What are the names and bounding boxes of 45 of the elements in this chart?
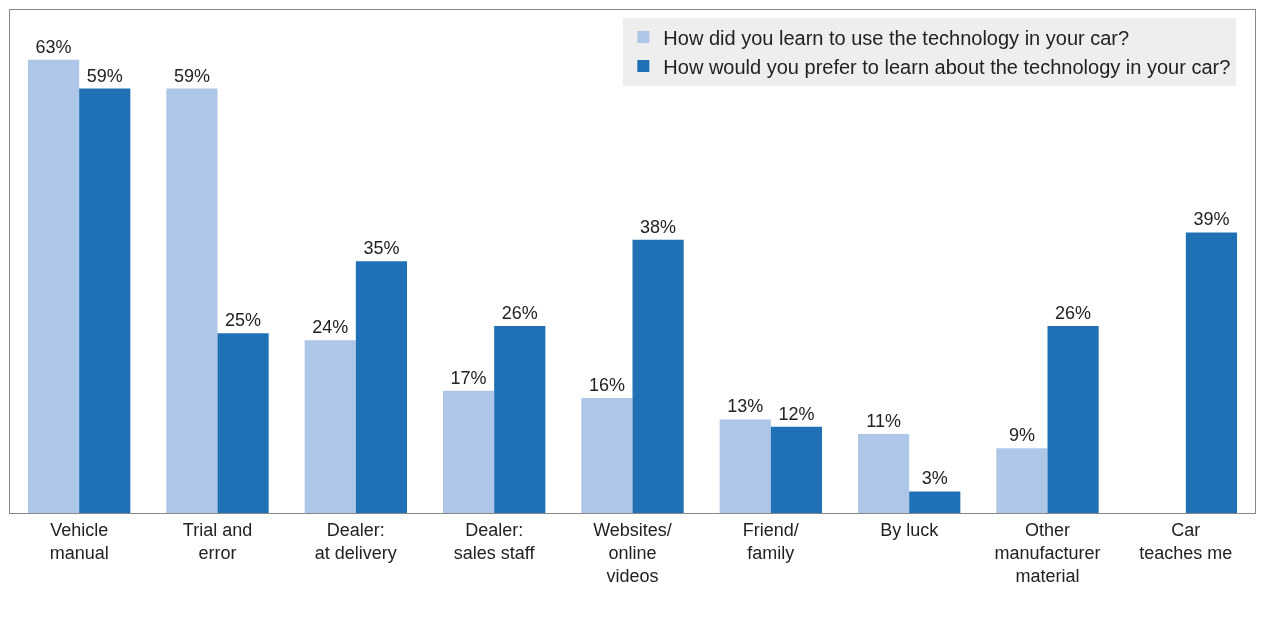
x-tick-label: Websites/ online videos <box>593 519 672 587</box>
bar <box>442 390 495 513</box>
data-label: 63% <box>35 36 72 57</box>
bar <box>996 448 1048 513</box>
bar <box>1185 232 1238 513</box>
legend-label: How did you learn to use the technology in your car? <box>663 26 1130 49</box>
x-tick-label: Dealer: at delivery <box>314 519 397 563</box>
bar <box>79 88 131 513</box>
x-tick-label: Friend/ family <box>742 519 799 563</box>
bar <box>581 397 633 513</box>
data-label: 11% <box>866 410 901 431</box>
data-label: 9% <box>1008 425 1035 446</box>
data-label: 26% <box>1055 302 1092 323</box>
bar <box>166 88 218 513</box>
data-label: 35% <box>363 238 400 259</box>
data-label: 17% <box>450 367 487 388</box>
legend-label: How would you prefer to learn about the technology in your car? <box>663 55 1231 78</box>
bar <box>355 261 408 513</box>
x-tick-label: Trial and error <box>182 519 253 563</box>
x-tick-label: Car teaches me <box>1139 519 1233 563</box>
data-label: 59% <box>173 65 210 86</box>
x-tick-label: Vehicle manual <box>49 519 109 563</box>
bar <box>304 340 356 513</box>
data-label: 3% <box>921 468 948 489</box>
bar <box>1047 325 1099 513</box>
x-tick-label: By luck <box>880 519 940 540</box>
x-tick-label: Dealer: sales staff <box>453 519 536 563</box>
data-label: 13% <box>727 396 764 417</box>
data-label: 39% <box>1193 209 1230 230</box>
data-label: 38% <box>640 216 677 237</box>
bar <box>27 59 80 513</box>
data-label: 12% <box>778 403 815 424</box>
data-label: 59% <box>86 65 123 86</box>
data-label: 16% <box>588 374 625 395</box>
bar <box>494 325 546 513</box>
bar <box>719 419 771 513</box>
x-tick-label: Other manufacturer material <box>994 519 1101 587</box>
data-label: 25% <box>225 310 262 331</box>
bar <box>909 491 961 513</box>
bar <box>857 433 910 513</box>
bar <box>217 333 269 513</box>
bar <box>632 239 684 513</box>
data-label: 24% <box>312 317 349 338</box>
data-label: 26% <box>501 302 538 323</box>
bar <box>770 426 823 513</box>
